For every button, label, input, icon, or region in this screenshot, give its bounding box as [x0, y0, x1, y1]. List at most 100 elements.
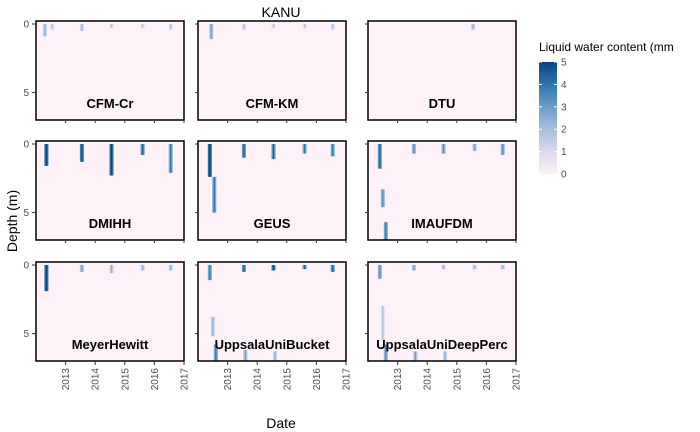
- heat-cell-core: [210, 24, 212, 40]
- panel-grid: CFM-Cr CFM-KM DTU DMIHH GEUS IMAUFDM MeyerHewi…: [35, 20, 517, 362]
- heat-cell-core: [170, 24, 172, 30]
- y-tick-label: 5: [23, 88, 29, 99]
- legend-tick-label: 5: [561, 58, 567, 69]
- heat-cell-core: [332, 265, 334, 272]
- panel-cfm-cr: CFM-Cr: [35, 20, 185, 121]
- heat-cell-core: [215, 344, 217, 361]
- panel-label: IMAUFDM: [411, 216, 472, 231]
- panel-background: [368, 262, 516, 361]
- heat-cell-core: [274, 351, 276, 361]
- panel-label: DMIHH: [89, 216, 132, 231]
- x-tick-label: 2015: [120, 368, 131, 391]
- panel-imaufdm: IMAUFDM: [367, 140, 517, 241]
- heat-cell-core: [81, 144, 83, 162]
- panel-meyerhewitt: MeyerHewitt: [35, 261, 185, 362]
- panel-label: DTU: [429, 96, 456, 111]
- y-tick-label: 5: [23, 208, 29, 219]
- heat-cell-core: [243, 144, 245, 158]
- panel-background: [368, 21, 516, 120]
- panel-border: [197, 261, 347, 362]
- heat-cell-core: [385, 222, 387, 240]
- x-tick-label: 2013: [223, 368, 234, 391]
- x-tick-label: 2014: [253, 368, 264, 391]
- panel-border: [35, 140, 185, 241]
- heat-cell-core: [142, 265, 144, 271]
- heat-cell-core: [502, 265, 504, 270]
- legend-tick-label: 2: [561, 125, 567, 136]
- panel-label: CFM-KM: [246, 96, 299, 111]
- heat-cell-core: [474, 144, 476, 151]
- heat-cell-core: [213, 176, 215, 213]
- heat-cell-core: [243, 265, 245, 272]
- heat-cell-core: [51, 24, 53, 30]
- heat-cell-core: [81, 265, 83, 272]
- heat-cell-core: [382, 189, 384, 208]
- panel-border: [367, 140, 517, 241]
- y-tick-label: 5: [23, 329, 29, 340]
- heat-cell-core: [304, 144, 306, 154]
- x-tick-label: 2016: [312, 368, 323, 391]
- legend-tick-label: 4: [561, 80, 567, 91]
- panel-border: [367, 261, 517, 362]
- panel-label: GEUS: [254, 216, 291, 231]
- heat-cell-core: [414, 351, 416, 361]
- colorbar-ticks: 0 1 2 3 4 5: [539, 58, 567, 181]
- panel-label: UppsalaUniBucket: [215, 337, 331, 352]
- legend-tick-label: 1: [561, 147, 567, 158]
- panel-label: MeyerHewitt: [72, 337, 149, 352]
- heat-cell-core: [379, 265, 381, 279]
- heat-cell-core: [442, 144, 445, 154]
- y-tick-label: 0: [23, 261, 29, 272]
- heat-cell-core: [110, 265, 113, 274]
- heat-cell-core: [413, 265, 415, 271]
- heat-cell-core: [332, 24, 334, 30]
- heat-cell-core: [45, 144, 47, 166]
- colorbar: [539, 62, 557, 174]
- heat-cell-core: [209, 144, 211, 177]
- y-axis: 0 5 0 5 0 5: [23, 20, 368, 340]
- panel-geus: GEUS: [197, 140, 347, 241]
- panel-background: [36, 21, 184, 120]
- panel-background: [198, 262, 346, 361]
- x-tick-label: 2013: [61, 368, 72, 391]
- panel-border: [367, 20, 517, 121]
- x-tick-label: 2017: [342, 368, 353, 391]
- y-tick-label: 0: [23, 20, 29, 31]
- panel-border: [35, 261, 185, 362]
- x-tick-label: 2015: [282, 368, 293, 391]
- x-tick-label: 2014: [91, 368, 102, 391]
- panel-background: [198, 21, 346, 120]
- panel-cfm-km: CFM-KM: [197, 20, 347, 121]
- heat-cell-core: [442, 265, 445, 270]
- heat-cell-core: [444, 351, 446, 361]
- x-tick-label: 2016: [482, 368, 493, 391]
- legend-tick-label: 3: [561, 102, 567, 113]
- heat-cell-core: [45, 265, 47, 292]
- x-axis-title: Date: [266, 415, 296, 431]
- heat-cell-core: [212, 317, 214, 337]
- x-tick-label: 2017: [180, 368, 191, 391]
- panel-label: CFM-Cr: [87, 96, 134, 111]
- x-tick-label: 2014: [423, 368, 434, 391]
- heat-cell-core: [209, 265, 211, 281]
- panel-border: [197, 20, 347, 121]
- panel-label: UppsalaUniDeepPerc: [376, 337, 508, 352]
- panel-dtu: DTU: [367, 20, 517, 121]
- heat-cell-core: [304, 265, 306, 270]
- x-tick-label: 2016: [150, 368, 161, 391]
- panel-uppsalaunideepperc: UppsalaUniDeepPerc: [367, 261, 517, 362]
- heat-cell-core: [142, 24, 144, 29]
- heat-cell-core: [272, 265, 275, 271]
- panel-background: [368, 141, 516, 240]
- heat-cell-core: [474, 265, 476, 270]
- heat-cell-core: [272, 24, 275, 29]
- heat-cell-core: [472, 24, 474, 30]
- heat-cell-core: [170, 265, 172, 271]
- chart-title: KANU: [262, 4, 301, 20]
- panel-border: [197, 140, 347, 241]
- heat-cell-core: [385, 344, 387, 361]
- heat-cell-core: [243, 24, 245, 30]
- heat-cell-core: [379, 144, 381, 169]
- heat-cell-core: [332, 144, 334, 157]
- panel-uppsalaunibucket: UppsalaUniBucket: [197, 261, 347, 362]
